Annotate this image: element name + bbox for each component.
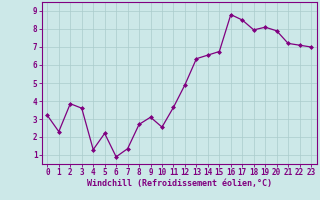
X-axis label: Windchill (Refroidissement éolien,°C): Windchill (Refroidissement éolien,°C) (87, 179, 272, 188)
